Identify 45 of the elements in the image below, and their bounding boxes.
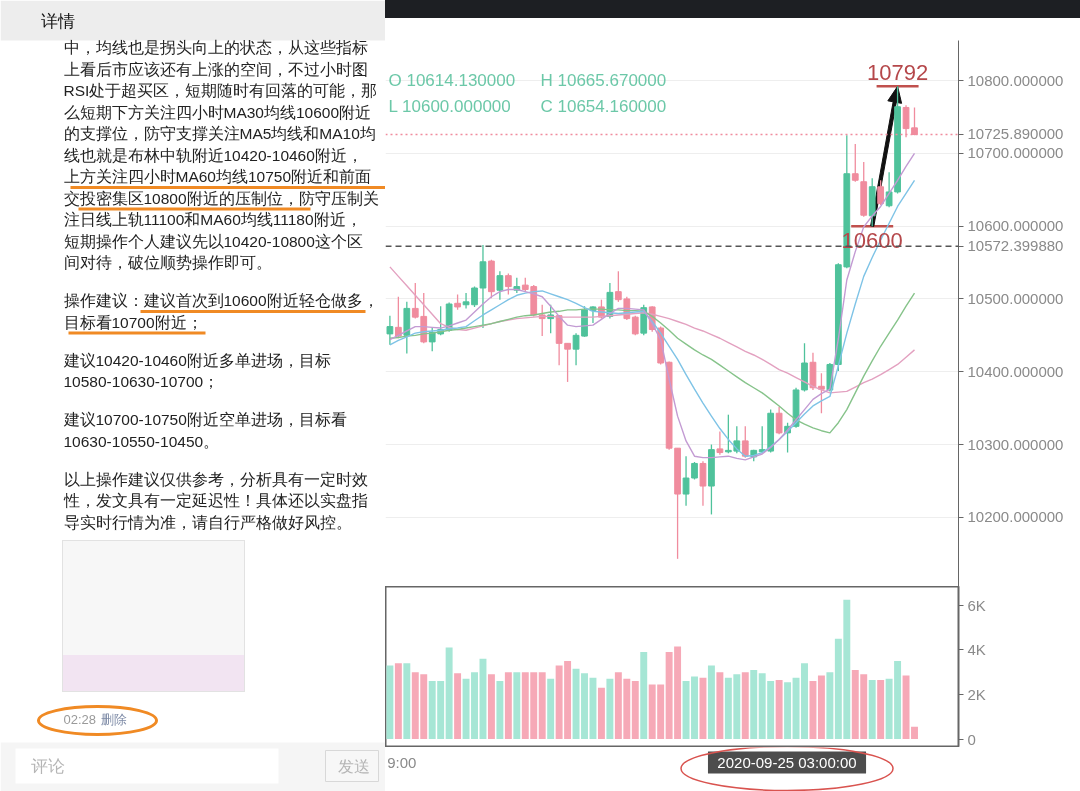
- text: 建议10420-10460附近多单进场，目标: [62, 351, 331, 369]
- text: 删除: [100, 712, 127, 727]
- text: 注日线上轨11100和MA60均线11180附近，: [63, 211, 362, 228]
- text: 10580-10630-10700；: [63, 373, 220, 390]
- text: 建议10700-10750附近空单进场，目标看: [62, 411, 347, 428]
- text: 线也就是布林中轨附近10420-10460附近，: [63, 146, 363, 164]
- y-tick-label: 10700.000000: [967, 144, 1064, 162]
- text: 上看后市应该还有上涨的空间，不过小时图: [63, 60, 368, 78]
- text: 评论: [30, 757, 65, 776]
- text: 9:00: [387, 754, 417, 771]
- text: 发送: [337, 758, 370, 775]
- annotation: H 10665.670000: [540, 71, 667, 90]
- text: 详情: [40, 12, 75, 31]
- ref-line-label: 10725.890000: [967, 125, 1064, 143]
- text: 导实时行情为准，请自行严格做好风控。: [63, 513, 352, 531]
- y-tick-label: 10500.000000: [967, 289, 1064, 307]
- text: 目标看10700附近；: [63, 313, 203, 331]
- text: 么短期下方关注四小时MA30均线10600附近: [63, 103, 372, 121]
- y-tick-label: 10600.000000: [967, 217, 1064, 235]
- annotation: C 10654.160000: [540, 97, 667, 116]
- text: 中，均线也是拐头向上的状态，从这些指标: [63, 39, 368, 56]
- text: 2020-09-25 03:00:00: [717, 754, 857, 771]
- y-tick-label: 10800.000000: [967, 71, 1064, 89]
- text: 10630-10550-10450。: [63, 432, 220, 450]
- text: 短期操作个人建议先以10420-10800这个区: [63, 232, 363, 250]
- y-tick-label: 10300.000000: [967, 435, 1064, 453]
- text: 操作建议：建议首次到10600附近轻仓做多，: [63, 292, 379, 309]
- text: 性，发文具有一定延迟性！具体还以实盘指: [62, 492, 368, 509]
- annotation: L 10600.000000: [388, 97, 511, 116]
- y-tick-label: 2K: [967, 685, 986, 703]
- y-tick-label: 10400.000000: [967, 362, 1064, 380]
- y-tick-label: 4K: [967, 641, 986, 659]
- y-tick-label: 10200.000000: [967, 508, 1064, 526]
- annotation: 10792: [866, 60, 929, 86]
- annotation: O 10614.130000: [388, 71, 516, 90]
- y-tick-label: 6K: [967, 596, 986, 614]
- text: 间对待，破位顺势操作即可。: [63, 254, 272, 271]
- y-tick-label: 0: [967, 730, 976, 748]
- text: 交投密集区10800附近的压制位，防守压制关: [63, 189, 379, 207]
- text: RSI处于超买区，短期随时有回落的可能，那: [63, 82, 378, 99]
- text: 02:28: [63, 712, 97, 727]
- text: 上方关注四小时MA60均线10750附近和前面: [63, 168, 372, 185]
- text: 以上操作建议仅供参考，分析具有一定时效: [63, 470, 368, 488]
- ref-line-label: 10572.399880: [967, 237, 1064, 255]
- text: 的支撑位，防守支撑关注MA5均线和MA10均: [63, 125, 376, 142]
